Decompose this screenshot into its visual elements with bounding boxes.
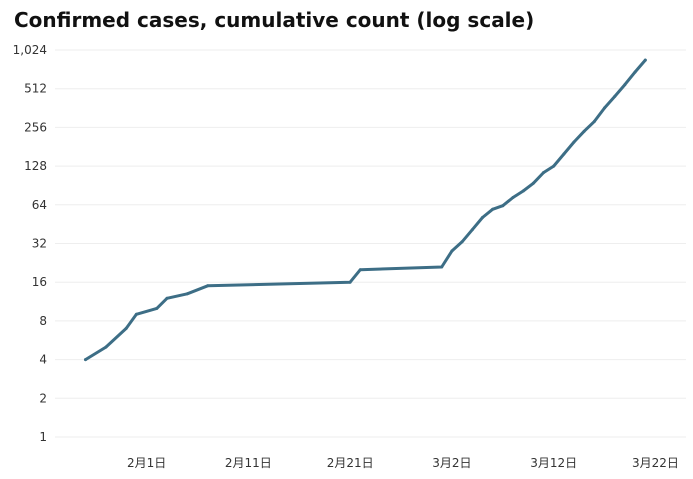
- data-point: [633, 70, 637, 74]
- data-point: [592, 119, 596, 123]
- data-point: [104, 345, 108, 349]
- x-axis: 2月1日 2月11日 2月21日 3月2日 3月12日 3月22日: [127, 456, 679, 470]
- chart-title: Confirmed cases, cumulative count (log s…: [14, 8, 535, 32]
- data-point: [155, 306, 159, 310]
- data-point: [643, 58, 647, 62]
- x-tick-label: 2月21日: [327, 456, 374, 470]
- data-point: [440, 265, 444, 269]
- data-point: [501, 204, 505, 208]
- gridlines: [55, 49, 686, 438]
- data-point: [491, 207, 495, 211]
- y-tick-label: 4: [39, 353, 47, 367]
- data-point: [562, 152, 566, 156]
- y-tick-label: 1,024: [13, 43, 47, 57]
- y-tick-label: 64: [32, 198, 47, 212]
- data-point: [613, 94, 617, 98]
- data-point: [470, 228, 474, 232]
- data-point: [531, 181, 535, 185]
- data-point: [552, 164, 556, 168]
- data-point: [582, 129, 586, 133]
- series-line: [84, 58, 647, 362]
- data-point: [348, 280, 352, 284]
- data-point: [124, 326, 128, 330]
- data-point: [481, 216, 484, 219]
- data-point: [460, 240, 464, 244]
- x-tick-label: 3月2日: [432, 456, 471, 470]
- y-tick-label: 512: [24, 82, 47, 96]
- data-point: [511, 196, 515, 199]
- data-point: [603, 106, 607, 110]
- data-point: [84, 358, 87, 362]
- data-point: [206, 284, 210, 288]
- x-tick-label: 3月22日: [632, 456, 679, 470]
- y-tick-label: 1: [39, 430, 47, 444]
- y-tick-label: 2: [39, 391, 47, 405]
- x-tick-label: 3月12日: [530, 456, 577, 470]
- y-tick-label: 32: [32, 237, 47, 251]
- data-point: [623, 83, 627, 87]
- data-point: [165, 296, 169, 300]
- data-point: [542, 171, 545, 175]
- data-point: [185, 292, 189, 296]
- series-group: [84, 58, 647, 362]
- y-tick-label: 16: [32, 275, 47, 289]
- data-point: [358, 268, 362, 272]
- data-point: [521, 189, 525, 193]
- data-point: [450, 249, 454, 253]
- y-tick-label: 128: [24, 159, 47, 173]
- y-axis: 1 2 4 8 16 32 64 128 256 512 1,024: [13, 43, 47, 444]
- y-tick-label: 8: [39, 314, 47, 328]
- x-tick-label: 2月11日: [225, 456, 272, 470]
- y-tick-label: 256: [24, 120, 47, 134]
- x-tick-label: 2月1日: [127, 456, 166, 470]
- data-point: [572, 140, 576, 144]
- data-point: [134, 312, 138, 316]
